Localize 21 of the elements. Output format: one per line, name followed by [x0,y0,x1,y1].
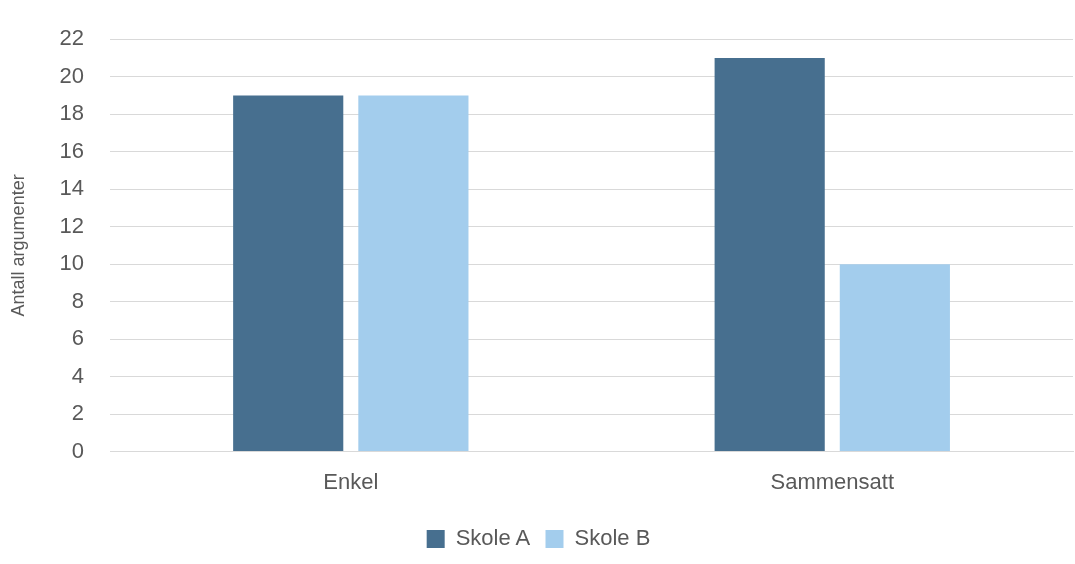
bar [839,264,950,452]
y-tick-label: 16 [59,137,85,163]
bar [714,57,825,452]
y-axis-title: Antall argumenter [7,174,28,317]
bar [233,95,344,452]
bar [358,95,469,452]
y-tick-label: 14 [59,175,85,201]
y-tick-label: 2 [71,400,85,426]
y-tick-label: 10 [59,250,85,276]
legend-label: Skole A [455,525,531,551]
legend-label: Skole B [574,525,651,551]
y-tick-label: 4 [71,362,85,388]
y-tick-label: 22 [59,25,85,51]
x-tick-label: Enkel [323,468,379,494]
x-tick-label: Sammensatt [770,468,895,494]
y-tick-label: 18 [59,100,85,126]
y-tick-label: 6 [71,325,85,351]
y-tick-label: 12 [59,212,85,238]
y-tick-label: 0 [71,437,85,463]
y-tick-label: 20 [59,62,85,88]
y-tick-label: 8 [71,287,85,313]
